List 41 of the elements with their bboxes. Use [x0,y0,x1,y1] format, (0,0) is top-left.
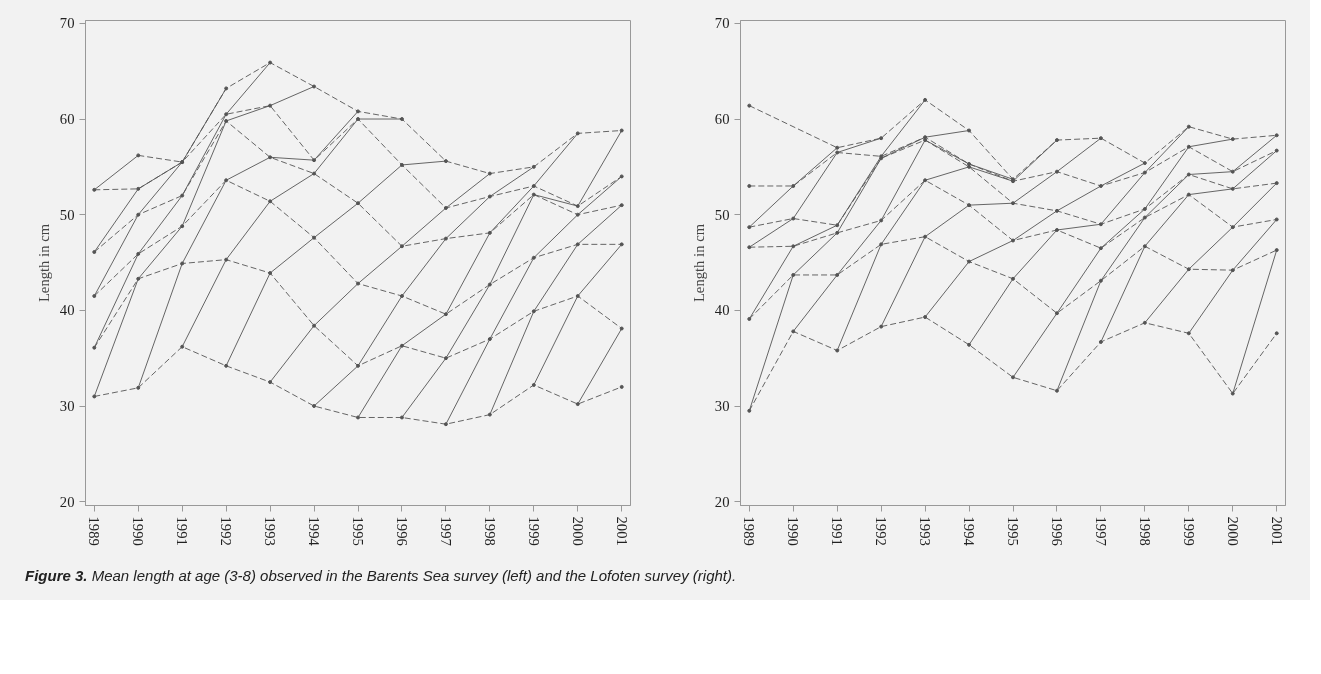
y-tick-label: 40 [714,302,730,319]
x-tick-label: 1997 [1092,516,1109,546]
x-tick-label: 1995 [1005,516,1021,546]
x-tick-label: 2001 [1268,516,1285,546]
x-tick-label: 2000 [1224,516,1241,546]
x-tick-label: 1989 [86,516,103,546]
x-tick-label: 1989 [741,516,758,546]
y-axis-title: Length in cm [690,223,707,303]
x-tick-label: 1995 [350,516,366,546]
x-tick-label: 1999 [1180,516,1197,546]
y-tick-label: 30 [714,398,730,415]
x-tick-label: 1993 [917,516,934,546]
y-tick-label: 70 [59,15,75,32]
x-tick-label: 1990 [785,516,802,546]
y-tick-label: 30 [59,398,75,415]
y-tick-label: 50 [59,206,75,223]
x-tick-label: 1998 [481,516,498,546]
y-tick-label: 50 [714,206,730,223]
x-tick-label: 1993 [262,516,279,546]
x-tick-label: 1997 [437,516,454,546]
y-axis-title: Length in cm [35,223,52,303]
x-tick-label: 1994 [961,516,978,547]
x-tick-label: 1991 [829,516,846,546]
x-tick-label: 1999 [525,516,542,546]
x-tick-label: 1994 [306,516,323,547]
y-tick-label: 20 [714,493,730,510]
x-tick-label: 1992 [218,516,235,546]
x-tick-label: 2001 [613,516,630,546]
y-tick-label: 20 [59,493,75,510]
caption: Figure 3. Mean length at age (3-8) observed in the Barents Sea survey (left) and the Lofoten survey (right). [24,566,737,586]
x-tick-label: 1992 [873,516,890,546]
y-tick-label: 70 [714,15,730,32]
x-tick-label: 2000 [569,516,586,546]
x-tick-label: 1990 [130,516,147,546]
x-tick-label: 1996 [393,516,410,546]
y-tick-label: 60 [59,111,75,128]
x-tick-label: 1991 [174,516,191,546]
y-tick-label: 40 [59,302,75,319]
x-tick-label: 1998 [1136,516,1153,546]
x-tick-label: 1996 [1048,516,1065,546]
y-tick-label: 60 [714,111,730,128]
